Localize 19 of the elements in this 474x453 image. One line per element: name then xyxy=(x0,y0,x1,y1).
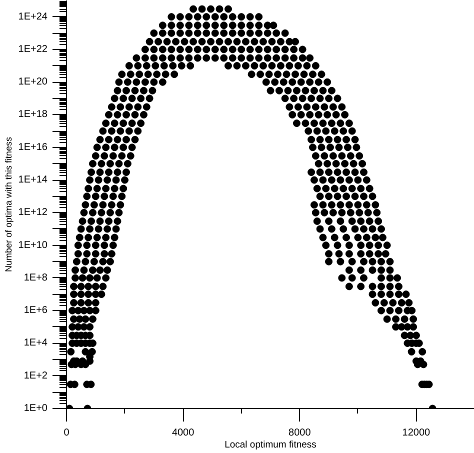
y-axis-title: Number of optima with this fitness xyxy=(3,136,14,272)
y-tick-label: 1E+8 xyxy=(24,272,48,284)
y-tick-label: 1E+0 xyxy=(24,403,48,414)
x-tick-label: 0 xyxy=(64,428,70,438)
y-tick-label: 1E+12 xyxy=(18,207,48,218)
y-tick-label: 1E+20 xyxy=(18,76,48,88)
y-tick-label: 1E+16 xyxy=(18,142,48,153)
y-tick-label: 1E+10 xyxy=(18,240,48,251)
y-tick-label: 1E+24 xyxy=(18,11,48,22)
y-tick-label: 1E+14 xyxy=(18,174,48,186)
y-tick-label: 1E+22 xyxy=(18,44,48,55)
x-axis-title: Local optimum fitness xyxy=(224,440,317,450)
y-tick-label: 1E+4 xyxy=(24,338,48,349)
y-tick-label: 1E+6 xyxy=(24,305,48,316)
x-tick-label: 4000 xyxy=(172,428,195,438)
x-tick-label: 12000 xyxy=(402,428,431,438)
x-tick-label: 8000 xyxy=(288,428,312,438)
y-tick-label: 1E+2 xyxy=(24,370,48,382)
y-tick-label: 1E+18 xyxy=(18,109,48,120)
